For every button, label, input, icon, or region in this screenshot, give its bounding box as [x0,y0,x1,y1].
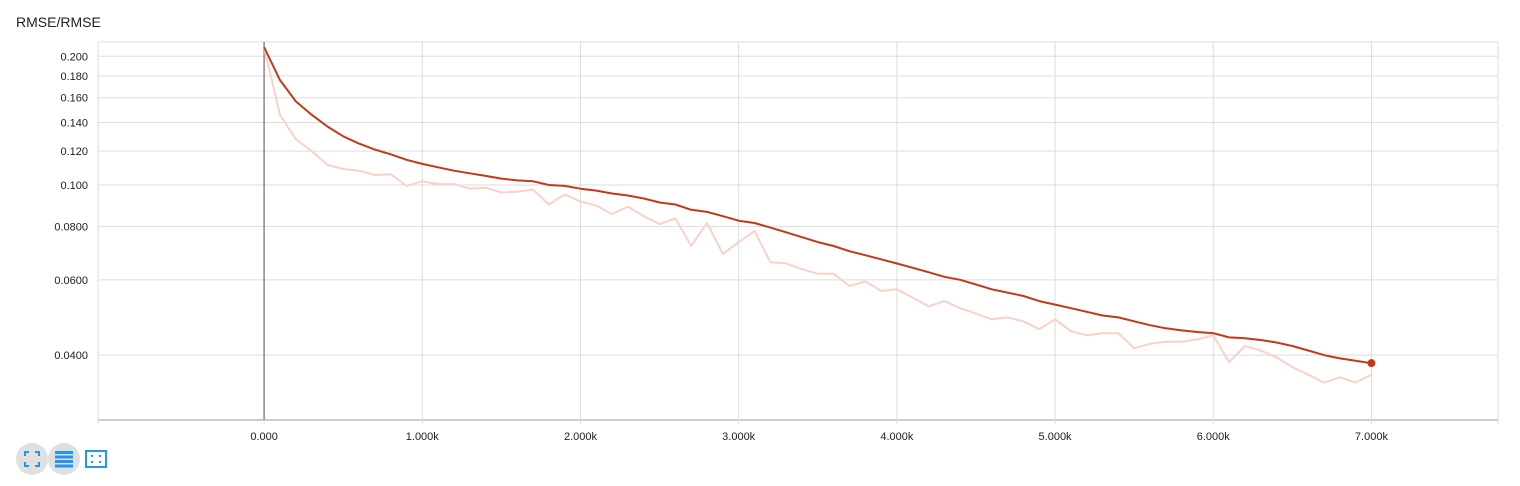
x-tick-label: 5.000k [1039,431,1073,440]
x-tick-label: 6.000k [1197,431,1231,440]
last-point-marker [1367,359,1376,368]
chart-toolbar [16,443,112,475]
lines-icon [55,451,73,468]
y-tick-label: 0.0800 [54,221,88,233]
y-tick-label: 0.160 [60,93,88,105]
chart-title: RMSE/RMSE [16,14,101,30]
zoom-reset-button[interactable] [80,443,112,475]
y-tick-label: 0.140 [60,118,88,130]
y-tick-label: 0.120 [60,146,88,158]
x-tick-label: 7.000k [1355,431,1389,440]
y-tick-label: 0.200 [60,51,88,63]
toggle-log-scale-button[interactable] [48,443,80,475]
y-tick-label: 0.0400 [54,350,88,362]
x-tick-label: 4.000k [880,431,914,440]
fit-to-data-icon [24,451,40,467]
raw-series-line [263,46,1372,384]
y-tick-label: 0.0600 [54,275,88,287]
smoothed-series-line [263,46,1372,365]
y-tick-label: 0.180 [60,71,88,83]
dashed-frame-icon [85,450,107,468]
x-tick-label: 3.000k [722,431,756,440]
x-tick-label: 2.000k [564,431,598,440]
fit-domain-button[interactable] [16,443,48,475]
line-chart[interactable]: 0.200 0.180 0.160 0.140 0.120 0.100 0.0800 0.06… [0,0,1520,440]
y-tick-label: 0.100 [60,180,88,192]
x-tick-label: 0.000 [250,431,278,440]
x-tick-label: 1.000k [406,431,440,440]
